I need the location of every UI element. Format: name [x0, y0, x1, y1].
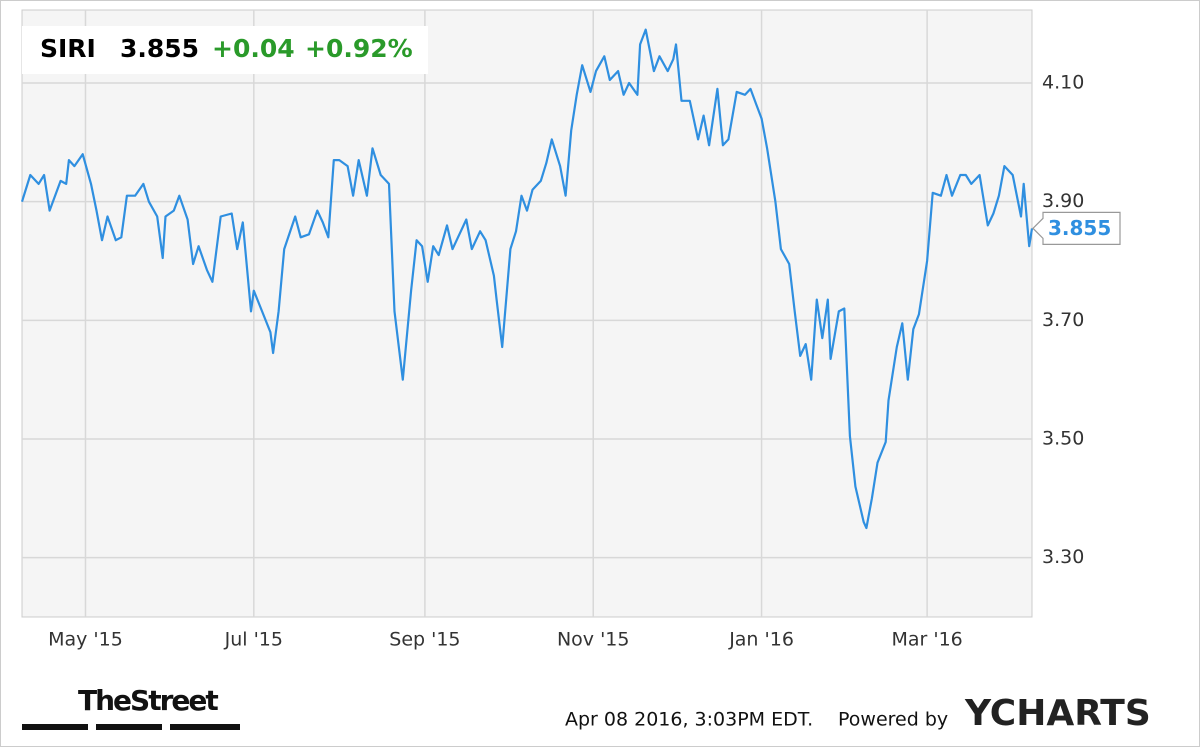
header-box: [22, 26, 428, 74]
x-tick-label: Nov '15: [557, 629, 630, 651]
y-tick-label: 3.90: [1042, 190, 1084, 212]
y-tick-label: 3.50: [1042, 427, 1084, 449]
publisher-bar: [22, 724, 88, 730]
plot-area: [21, 9, 1033, 618]
price-tag-label: 3.855: [1048, 216, 1111, 240]
y-tick-label: 3.30: [1042, 546, 1084, 568]
timestamp: Apr 08 2016, 3:03PM EDT.: [565, 709, 813, 731]
y-tick-label: 4.10: [1042, 71, 1084, 93]
price: 3.855: [120, 34, 199, 63]
publisher: TheStreet: [78, 684, 218, 717]
change: +0.04: [212, 34, 295, 63]
x-tick-label: Jul '15: [224, 629, 283, 651]
x-tick-label: Jan '16: [728, 629, 794, 651]
x-tick-label: Mar '16: [891, 629, 962, 651]
price-line: [20, 28, 1034, 530]
x-tick-label: May '15: [48, 629, 123, 651]
change-percent: +0.92%: [305, 34, 413, 63]
publisher-bar: [96, 724, 162, 730]
x-tick-label: Sep '15: [389, 629, 460, 651]
brand: YCHARTS: [964, 693, 1151, 734]
plot: [20, 28, 1034, 530]
grid: [22, 10, 1032, 617]
powered-by: Powered by: [838, 709, 948, 731]
price-tag: [1032, 211, 1121, 245]
y-tick-label: 3.70: [1042, 309, 1084, 331]
ticker: SIRI: [40, 34, 96, 63]
publisher-bar: [170, 724, 240, 730]
